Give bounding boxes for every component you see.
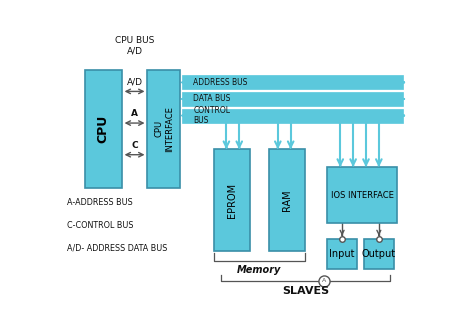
Bar [364,239,393,269]
Text: Output: Output [362,249,396,259]
Text: A/D- ADDRESS DATA BUS: A/D- ADDRESS DATA BUS [66,244,167,253]
Text: Input: Input [329,249,355,259]
Text: EPROM: EPROM [227,183,237,218]
Text: CONTROL
BUS: CONTROL BUS [193,106,230,125]
Text: C: C [131,141,138,150]
Text: RAM: RAM [282,189,292,211]
Bar [182,92,403,106]
Text: IOS INTERFACE: IOS INTERFACE [331,191,394,200]
Text: A/D: A/D [127,77,143,86]
Text: C-CONTROL BUS: C-CONTROL BUS [66,221,133,230]
Bar [147,70,181,188]
Text: A: A [322,278,326,283]
Bar [182,109,403,122]
Text: CPU: CPU [97,115,110,143]
Text: SLAVES: SLAVES [282,286,329,296]
Bar [328,239,357,269]
Bar [213,149,250,251]
Text: DATA BUS: DATA BUS [193,94,231,104]
Text: Memory: Memory [237,265,282,275]
Text: CPU BUS
A/D: CPU BUS A/D [115,36,154,55]
Text: ADDRESS BUS: ADDRESS BUS [193,78,248,87]
Bar [269,149,305,251]
Text: CPU
INTERFACE: CPU INTERFACE [154,106,173,152]
Text: A-ADDRESS BUS: A-ADDRESS BUS [66,198,132,207]
Bar [85,70,122,188]
Text: A: A [131,109,138,118]
Bar [182,75,403,89]
Bar [328,167,397,223]
